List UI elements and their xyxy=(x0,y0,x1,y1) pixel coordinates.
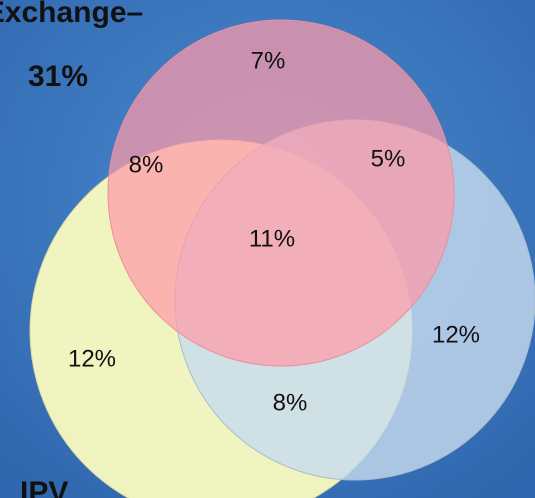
footer-title: IPV xyxy=(20,476,68,498)
region-label: 8% xyxy=(129,151,164,178)
region-label: 11% xyxy=(249,225,295,252)
region-label: 8% xyxy=(273,389,308,416)
header-title: Exchange– xyxy=(0,0,143,29)
region-label: 12% xyxy=(432,321,480,348)
header-value: 31% xyxy=(28,60,88,93)
region-label: 7% xyxy=(251,47,286,74)
region-label: 12% xyxy=(68,345,116,372)
circle-red xyxy=(107,19,455,367)
region-label: 5% xyxy=(371,145,406,172)
